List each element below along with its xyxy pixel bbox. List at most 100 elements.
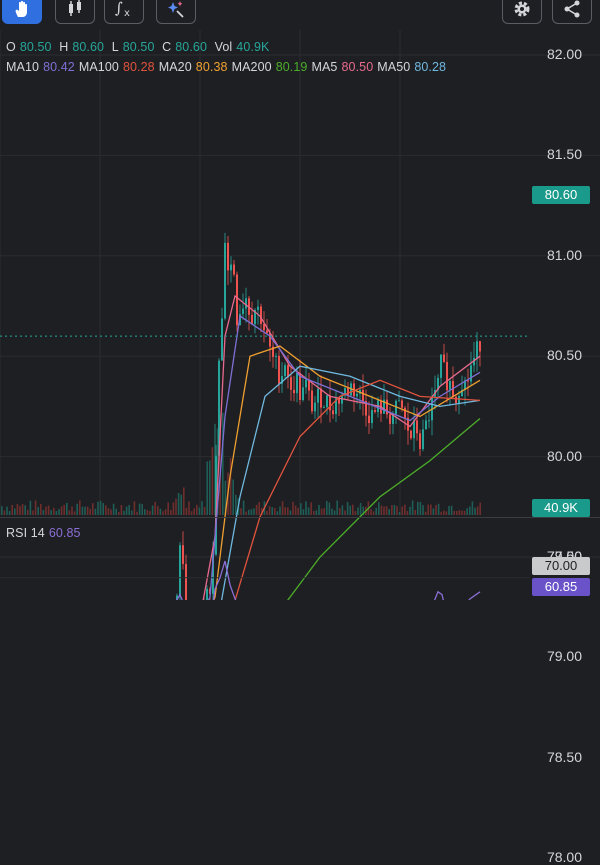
volume-bar	[66, 502, 68, 515]
candle-body	[290, 377, 292, 390]
volume-bar	[136, 511, 138, 515]
volume-bar	[302, 509, 305, 515]
volume-bar	[401, 506, 403, 515]
price-axis-tick: 82.00	[546, 46, 582, 62]
volume-bar	[393, 504, 396, 515]
volume-bar	[284, 507, 286, 515]
volume-bar	[362, 506, 364, 515]
candle-body	[206, 588, 208, 600]
volume-bar	[474, 507, 476, 515]
ma-value-ma5: 80.50	[341, 60, 374, 74]
top-toolbar: ∫ x	[0, 0, 600, 28]
volume-bar	[274, 508, 276, 515]
settings-button[interactable]	[502, 0, 542, 24]
volume-bar	[331, 508, 333, 515]
candle-body	[461, 389, 463, 397]
candle-body	[281, 376, 283, 384]
candle-body	[245, 298, 247, 309]
volume-bar	[310, 502, 312, 515]
chart-type-button[interactable]	[55, 0, 95, 24]
candle-body	[437, 377, 439, 390]
volume-bar	[188, 501, 190, 515]
volume-bar	[115, 508, 117, 515]
hand-cursor-button[interactable]	[2, 0, 42, 24]
volume-bar	[450, 505, 453, 515]
volume-bar	[271, 507, 273, 515]
volume-bar	[55, 511, 58, 515]
volume-bar	[276, 511, 279, 515]
volume-bar	[206, 461, 208, 515]
volume-bar	[190, 511, 193, 515]
volume-bar	[305, 501, 307, 515]
candle-body	[428, 420, 430, 422]
price-axis-tick: 78.00	[546, 849, 582, 865]
candle-body	[326, 395, 328, 408]
low-label: L	[111, 40, 119, 54]
volume-bar	[94, 508, 97, 515]
candle-body	[278, 355, 280, 384]
candle-body	[227, 242, 229, 271]
indicators-button[interactable]: ∫ x	[104, 0, 144, 24]
volume-bar	[14, 508, 16, 515]
volume-bar	[198, 507, 201, 515]
candle-body	[476, 341, 478, 358]
candle-body	[176, 595, 178, 600]
volume-bar	[105, 505, 107, 515]
volume-bar	[417, 501, 419, 515]
ai-sparkle-icon	[168, 1, 184, 18]
volume-bar	[131, 510, 133, 515]
svg-text:x: x	[124, 8, 130, 19]
candle-body	[368, 415, 370, 424]
rsi-line	[176, 560, 481, 600]
candle-body	[440, 354, 442, 378]
volume-bar	[292, 501, 294, 515]
open-label: O	[6, 40, 16, 54]
candle-body	[392, 414, 394, 424]
volume-bar	[430, 504, 432, 515]
volume-bar	[383, 506, 385, 515]
candle-body	[446, 361, 448, 391]
volume-bar	[68, 510, 71, 515]
price-chart[interactable]	[0, 0, 600, 600]
candle-body	[404, 407, 406, 418]
volume-bar	[19, 506, 21, 515]
candle-body	[224, 242, 226, 319]
ohlc-legend: O 80.50 H 80.60 L 80.50 C 80.60 Vol 40.9K	[6, 40, 273, 54]
volume-bar	[141, 504, 143, 515]
volume-bar	[372, 511, 375, 515]
high-value: 80.60	[72, 40, 105, 54]
share-button[interactable]	[552, 0, 592, 24]
ai-tools-button[interactable]	[156, 0, 196, 24]
volume-bar	[461, 510, 463, 515]
candle-body	[287, 365, 289, 378]
volume-bar	[162, 511, 164, 515]
volume-bar	[279, 506, 281, 515]
volume-bar	[315, 510, 318, 515]
volume-bar	[471, 501, 474, 515]
volume-bar	[469, 506, 471, 515]
volume-bar	[388, 509, 390, 515]
candle-body	[416, 420, 418, 434]
pane-divider[interactable]	[0, 517, 600, 518]
volume-bar	[404, 504, 406, 515]
volume-bar	[320, 508, 323, 515]
volume-bar	[313, 510, 315, 515]
volume-bar	[333, 510, 336, 515]
rsi-legend: RSI 14 60.85	[6, 526, 85, 540]
volume-bar	[326, 500, 328, 515]
volume-bar	[21, 503, 24, 515]
volume-bar	[341, 505, 344, 515]
volume-bar	[32, 510, 34, 515]
rsi-upper-band-tag: 70.00	[532, 557, 590, 575]
volume-bar	[183, 487, 185, 515]
volume-bar	[149, 511, 151, 515]
volume-bar	[427, 504, 429, 515]
share-icon	[564, 0, 580, 18]
volume-bar	[235, 494, 237, 515]
ma-line-ma20	[213, 345, 481, 600]
ma-value-ma20: 80.38	[195, 60, 228, 74]
volume-bar	[466, 508, 468, 515]
volume-bar	[281, 501, 284, 515]
volume-bar	[3, 510, 6, 515]
volume-bar	[453, 510, 455, 515]
